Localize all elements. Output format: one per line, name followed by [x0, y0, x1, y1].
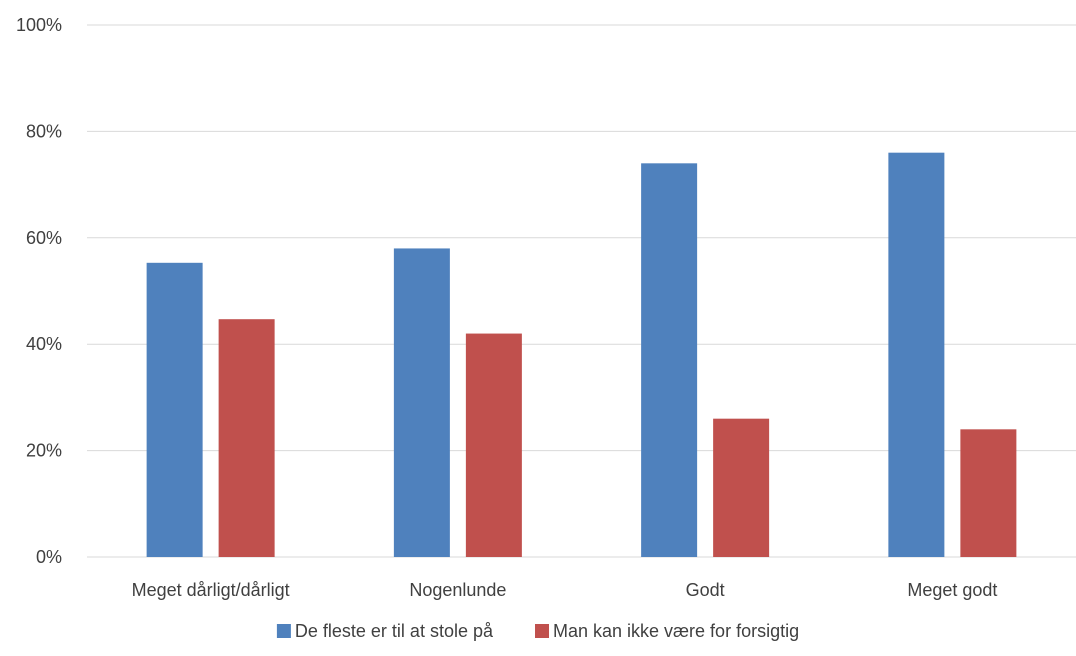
y-axis-tick-labels: 0% 20% 40% 60% 80% 100% [16, 15, 62, 567]
bar-series-2 [465, 333, 522, 557]
bar-series-1 [393, 248, 450, 557]
y-tick-label: 60% [26, 228, 62, 248]
bars [146, 152, 1017, 557]
y-tick-label: 20% [26, 441, 62, 461]
legend-swatch [276, 624, 291, 638]
y-tick-label: 0% [36, 547, 62, 567]
legend-label: Man kan ikke være for forsigtig [553, 621, 799, 641]
y-tick-label: 100% [16, 15, 62, 35]
bar-series-2 [960, 429, 1017, 557]
x-tick-label: Nogenlunde [409, 580, 506, 600]
x-axis-tick-labels: Meget dårligt/dårligt Nogenlunde Godt Meget… [132, 580, 998, 600]
bar-series-2 [218, 319, 275, 557]
bar-series-2 [713, 418, 770, 557]
x-tick-label: Meget godt [907, 580, 997, 600]
bar-series-1 [641, 163, 698, 557]
bar-series-1 [146, 262, 203, 557]
legend: De fleste er til at stole på Man kan ikke… [276, 621, 799, 641]
y-tick-label: 80% [26, 121, 62, 141]
x-tick-label: Godt [686, 580, 725, 600]
legend-label: De fleste er til at stole på [295, 621, 494, 641]
bar-series-1 [888, 152, 945, 557]
y-tick-label: 40% [26, 334, 62, 354]
x-tick-label: Meget dårligt/dårligt [132, 580, 290, 600]
legend-swatch [535, 624, 550, 638]
